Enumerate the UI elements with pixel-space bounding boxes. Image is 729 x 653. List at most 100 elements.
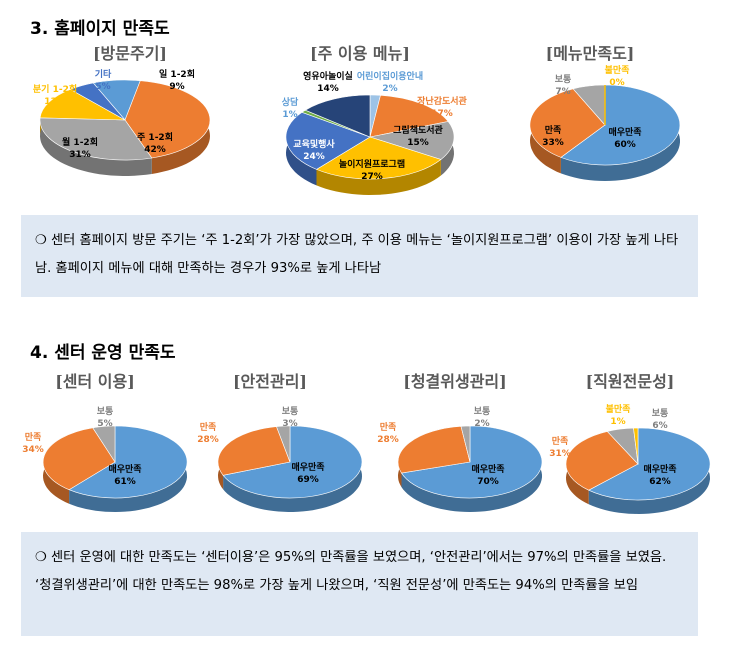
pie-chart-center-use: 매우만족 61% 만족 34% 보통 5% <box>22 406 188 512</box>
pie-slice-주 1-2회 <box>124 80 211 159</box>
pie-value-장난감도서관: 17% <box>431 109 453 119</box>
summary-center-operation-text: ❍ 센터 운영에 대한 만족도는 ‘센터이용’은 95%의 만족률을 보였으며,… <box>35 550 667 593</box>
pie-slice-만족 <box>397 425 471 474</box>
pie-slice-불만족 <box>633 427 639 465</box>
section-title-homepage: 3. 홈페이지 만족도 <box>30 19 170 39</box>
chart-title-staff: [직원전문성] <box>585 372 675 391</box>
pie-chart-staff: 매우만족 62% 만족 31% 보통 6% 불만족 1% <box>549 403 711 514</box>
pie-value-매우만족: 60% <box>614 140 636 150</box>
pie-label-불만족: 불만족 <box>605 64 630 76</box>
pie-value-매우만족: 61% <box>114 477 136 487</box>
pie-value-보통: 6% <box>652 421 667 431</box>
pie-label-주 1-2회: 주 1-2회 <box>137 131 173 143</box>
pie-label-장난감도서관: 장난감도서관 <box>417 95 467 107</box>
pie-value-불만족: 1% <box>610 417 625 427</box>
chart-title-menu-satisfaction: [메뉴만족도] <box>545 44 635 63</box>
pie-value-놀이지원프로그램: 27% <box>361 172 383 182</box>
pie-side-매우만족 <box>69 426 187 512</box>
pie-label-영유아놀이실: 영유아놀이실 <box>303 70 353 82</box>
pie-slice-보통 <box>92 425 116 464</box>
pie-slice-매우만족 <box>400 425 543 499</box>
pie-label-분기 1-2회: 분기 1-2회 <box>33 83 77 95</box>
pie-label-만족: 만족 <box>380 421 397 433</box>
pie-side-놀이지원프로그램 <box>316 159 441 195</box>
pie-value-매우만족: 69% <box>297 475 319 485</box>
pie-value-불만족: 0% <box>609 78 624 88</box>
pie-value-어린이집이용안내: 2% <box>382 84 397 94</box>
pie-label-월 1-2회: 월 1-2회 <box>62 136 98 148</box>
pie-value-만족: 33% <box>542 138 564 148</box>
pie-slice-장난감도서관 <box>369 94 449 138</box>
pie-value-만족: 34% <box>22 445 44 455</box>
pie-value-영유아놀이실: 14% <box>317 84 339 94</box>
pie-label-만족: 만족 <box>552 435 569 447</box>
chart-title-safety: [안전관리] <box>232 372 308 391</box>
pie-slice-매우만족 <box>588 427 711 501</box>
pie-slice-만족 <box>565 431 639 491</box>
pie-label-놀이지원프로그램: 놀이지원프로그램 <box>339 158 405 170</box>
summary-center-operation: ❍ 센터 운영에 대한 만족도는 ‘센터이용’은 95%의 만족률을 보였으며,… <box>21 532 698 636</box>
summary-homepage-text: ❍ 센터 홈페이지 방문 주기는 ‘주 1-2회’가 가장 많았으며, 주 이용… <box>35 233 679 276</box>
pie-chart-visit-frequency: 일 1-2회 9% 주 1-2회 42% 월 1-2회 31% 분기 1-2회 13% 기타 5% <box>33 68 211 176</box>
pie-value-보통: 2% <box>474 419 489 429</box>
pie-slice-매우만족 <box>68 425 188 499</box>
pie-value-그림책도서관: 15% <box>407 138 429 148</box>
pie-slice-만족 <box>217 426 291 476</box>
pie-value-만족: 28% <box>197 435 219 445</box>
pie-slice-월 1-2회 <box>39 117 153 161</box>
pie-label-어린이집이용안내: 어린이집이용안내 <box>357 70 423 82</box>
pie-slice-매우만족 <box>222 425 363 499</box>
pie-value-상담: 1% <box>282 110 297 120</box>
pie-value-일 1-2회: 9% <box>169 82 184 92</box>
pie-value-주 1-2회: 42% <box>144 145 166 155</box>
pie-value-보통: 5% <box>97 419 112 429</box>
pie-slice-분기 1-2회 <box>39 89 126 121</box>
pie-label-보통: 보통 <box>97 406 114 417</box>
pie-slice-만족 <box>529 88 606 158</box>
pie-label-만족: 만족 <box>200 421 217 433</box>
pie-value-월 1-2회: 31% <box>69 150 91 160</box>
pie-slice-매우만족 <box>560 84 681 166</box>
pie-value-보통: 3% <box>282 419 297 429</box>
chart-title-hygiene: [청결위생관리] <box>403 372 507 391</box>
pie-label-보통: 보통 <box>474 406 491 417</box>
pie-slice-보통 <box>460 425 471 463</box>
pie-label-보통: 보통 <box>282 406 299 417</box>
pie-label-일 1-2회: 일 1-2회 <box>159 68 195 80</box>
pie-label-불만족: 불만족 <box>606 403 631 415</box>
pie-value-분기 1-2회: 13% <box>44 97 66 107</box>
chart-title-visit-frequency: [방문주기] <box>92 44 168 63</box>
pie-chart-safety: 매우만족 69% 만족 28% 보통 3% <box>197 406 363 512</box>
pie-label-매우만족: 매우만족 <box>643 463 676 475</box>
pie-value-매우만족: 70% <box>477 477 499 487</box>
pie-chart-menu-satisfaction: 매우만족 60% 만족 33% 보통 7% 불만족 0% <box>529 64 681 181</box>
pie-label-매우만족: 매우만족 <box>608 126 641 138</box>
pie-slice-영유아놀이실 <box>304 94 371 138</box>
pie-label-상담: 상담 <box>282 96 299 108</box>
pie-slice-교육및행사 <box>285 111 371 170</box>
pie-label-만족: 만족 <box>25 431 42 443</box>
pie-label-매우만족: 매우만족 <box>291 461 324 473</box>
pie-value-보통: 7% <box>555 87 570 97</box>
pie-label-보통: 보통 <box>652 408 669 419</box>
pie-value-만족: 31% <box>549 449 571 459</box>
pie-slice-놀이지원프로그램 <box>315 136 442 180</box>
chart-title-center-use: [센터 이용] <box>55 372 135 391</box>
pie-slice-만족 <box>42 427 116 491</box>
pie-chart-hygiene: 매우만족 70% 만족 28% 보통 2% <box>377 406 543 512</box>
pie-value-교육및행사: 24% <box>303 152 325 162</box>
pie-label-매우만족: 매우만족 <box>471 463 504 475</box>
pie-side-월 1-2회 <box>40 117 152 176</box>
pie-label-매우만족: 매우만족 <box>108 463 141 475</box>
pie-label-교육및행사: 교육및행사 <box>293 138 335 150</box>
pie-side-매우만족 <box>588 428 710 514</box>
pie-slice-그림책도서관 <box>369 121 455 160</box>
pie-value-기타: 5% <box>95 82 110 92</box>
summary-homepage: ❍ 센터 홈페이지 방문 주기는 ‘주 1-2회’가 가장 많았으며, 주 이용… <box>21 215 698 297</box>
pie-label-그림책도서관: 그림책도서관 <box>393 124 443 136</box>
pie-value-만족: 28% <box>377 435 399 445</box>
pie-label-만족: 만족 <box>545 124 562 136</box>
pie-label-보통: 보통 <box>555 74 572 85</box>
pie-label-기타: 기타 <box>95 68 112 80</box>
pie-slice-기타 <box>69 82 126 121</box>
